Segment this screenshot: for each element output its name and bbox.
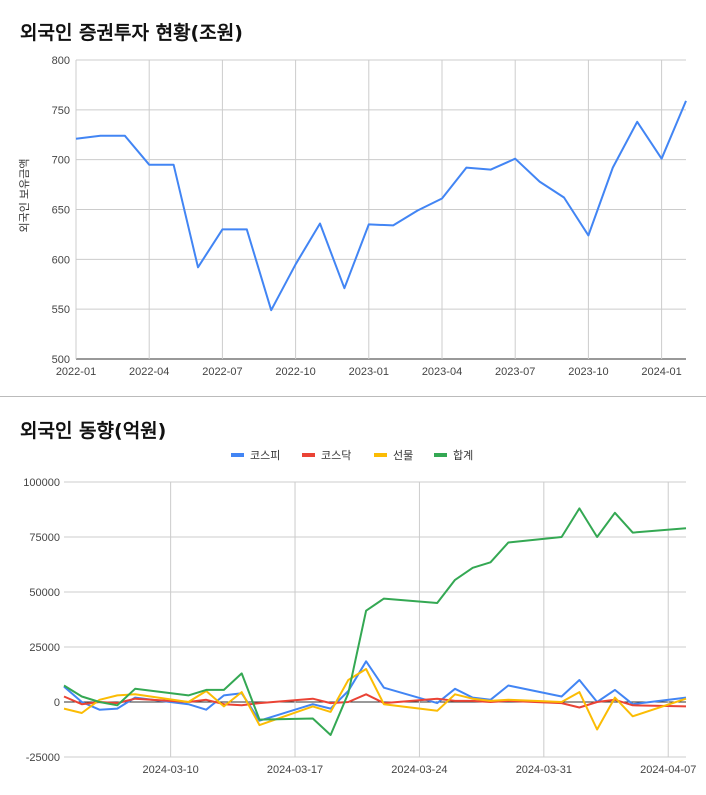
y-tick-label: 800 (52, 55, 70, 67)
y-tick-label: 550 (52, 304, 70, 316)
y-tick-label: 75000 (29, 532, 60, 544)
x-tick-label: 2023-01 (349, 366, 389, 378)
x-tick-label: 2024-04-07 (640, 764, 696, 776)
x-tick-label: 2023-10 (568, 366, 608, 378)
x-tick-label: 2024-03-10 (142, 764, 198, 776)
legend-label: 코스피 (250, 449, 280, 462)
y-tick-label: -25000 (26, 752, 60, 764)
legend-label: 합계 (453, 449, 473, 462)
y-tick-label: 700 (52, 155, 70, 167)
chart-title-flows: 외국인 동향(억원) (20, 420, 167, 442)
y-tick-label: 750 (52, 105, 70, 117)
legend-swatch (302, 453, 315, 457)
series-line-코스닥 (63, 693, 687, 709)
legend-swatch (374, 453, 387, 457)
legend-label: 코스닥 (321, 449, 351, 462)
x-tick-label: 2022-10 (275, 366, 315, 378)
x-tick-label: 2024-01 (641, 366, 681, 378)
y-axis-label: 외국인 보유금액 (18, 159, 31, 233)
legend-swatch (231, 453, 244, 457)
series-line-합계 (63, 507, 687, 736)
x-tick-label: 2022-04 (129, 366, 169, 378)
y-tick-label: 50000 (29, 587, 60, 599)
series-line-holdings (75, 100, 687, 312)
x-tick-label: 2023-07 (495, 366, 535, 378)
flows-line-chart: -25000 0 25000 50000 75000 100000 2024-03-10 20… (23, 449, 696, 776)
x-tick-label: 2023-04 (422, 366, 462, 378)
y-tick-label: 25000 (29, 642, 60, 654)
y-tick-label: 650 (52, 205, 70, 217)
y-tick-label: 600 (52, 254, 70, 266)
y-tick-label: 500 (52, 354, 70, 366)
chart-divider (0, 396, 706, 397)
series-line-선물 (63, 668, 687, 731)
legend-label: 선물 (393, 449, 413, 462)
chart-title-holdings: 외국인 증권투자 현황(조원) (20, 22, 243, 44)
y-tick-label: 100000 (23, 477, 60, 489)
x-tick-label: 2024-03-24 (391, 764, 447, 776)
x-tick-label: 2024-03-17 (267, 764, 323, 776)
legend-swatch (434, 453, 447, 457)
holdings-line-chart: 500 550 600 650 700 750 800 2022-01 2022-04 2022-… (18, 55, 687, 378)
x-tick-label: 2024-03-31 (516, 764, 572, 776)
y-tick-label: 0 (54, 697, 60, 709)
x-tick-label: 2022-07 (202, 366, 242, 378)
x-tick-label: 2022-01 (56, 366, 96, 378)
